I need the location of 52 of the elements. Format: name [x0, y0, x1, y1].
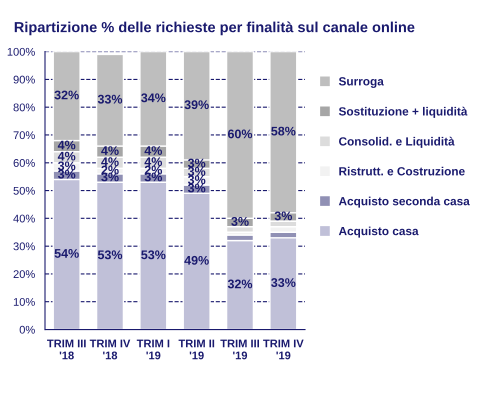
- legend-label: Surroga: [338, 77, 384, 88]
- y-tick-label: 90%: [14, 76, 35, 84]
- x-tick-label: TRIM IV '18: [90, 340, 130, 360]
- data-label: 3%: [188, 158, 206, 168]
- data-label: 33%: [98, 94, 122, 104]
- data-label: 4%: [101, 157, 119, 166]
- legend-label: Sostituzione + liquidità: [338, 106, 468, 118]
- data-label: 4%: [144, 157, 162, 166]
- x-tick-label: TRIM IV '19: [263, 340, 304, 360]
- data-label: 3%: [274, 211, 292, 220]
- x-tick-label: TRIM II '19: [178, 340, 214, 360]
- y-tick-label: 0%: [20, 326, 35, 334]
- data-label: 3%: [231, 217, 249, 226]
- y-tick-label: 70%: [14, 131, 35, 140]
- data-label: 3%: [58, 161, 76, 170]
- x-tick-label: TRIM III '19: [220, 340, 260, 360]
- data-label: 3%: [188, 167, 206, 176]
- data-label: 4%: [58, 140, 76, 150]
- data-label: 3%: [188, 175, 206, 184]
- y-tick-label: 60%: [14, 159, 35, 167]
- data-label: 39%: [184, 100, 209, 110]
- data-label: 60%: [228, 129, 252, 138]
- x-tick-label: TRIM I '19: [136, 340, 170, 360]
- data-label: 53%: [98, 250, 122, 260]
- data-label: 4%: [58, 152, 76, 161]
- legend-label: Acquisto seconda casa: [338, 196, 470, 208]
- data-label: 54%: [54, 249, 79, 258]
- y-tick-label: 50%: [13, 186, 35, 195]
- data-label: 4%: [144, 146, 162, 155]
- y-tick-label: 30%: [13, 242, 35, 250]
- data-label: 32%: [228, 280, 252, 288]
- legend-label: Acquisto casa: [338, 226, 419, 238]
- data-label: 32%: [54, 90, 79, 100]
- y-tick-label: 100%: [8, 48, 35, 56]
- data-label: 4%: [101, 146, 119, 155]
- data-label: 58%: [271, 126, 296, 136]
- data-label: 53%: [141, 250, 166, 260]
- chart-title: Ripartizione % delle richieste per finalità sul canale online: [14, 21, 414, 36]
- legend-label: Consolid. e Liquidità: [339, 136, 455, 148]
- bar: [226, 240, 254, 330]
- data-label: 3%: [188, 184, 206, 193]
- y-tick-label: 40%: [13, 214, 35, 222]
- y-tick-label: 10%: [14, 298, 35, 306]
- bar: [269, 237, 298, 330]
- data-label: 3%: [58, 170, 76, 179]
- data-label: 34%: [141, 93, 166, 102]
- y-tick-label: 20%: [14, 270, 35, 278]
- data-label: 33%: [271, 278, 296, 288]
- x-tick-label: TRIM III '18: [47, 340, 86, 360]
- legend-label: Ristrutt. e Costruzione: [339, 166, 465, 176]
- data-label: 49%: [184, 256, 209, 265]
- y-tick-label: 80%: [14, 103, 35, 112]
